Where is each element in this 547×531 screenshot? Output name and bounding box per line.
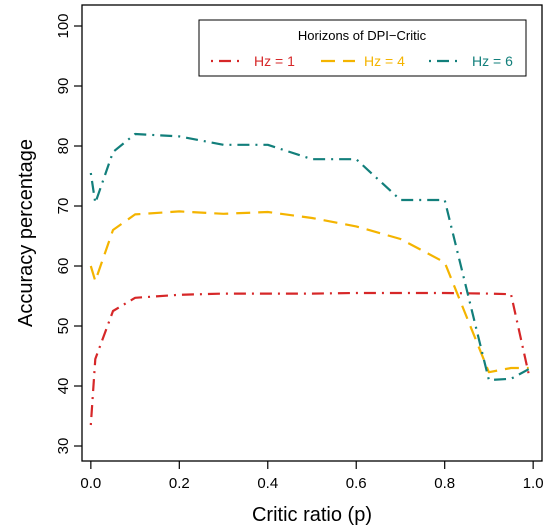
y-tick-label: 50 bbox=[55, 318, 72, 335]
y-tick-label: 40 bbox=[55, 378, 72, 395]
series-line-hz-6 bbox=[89, 132, 530, 382]
plot-frame bbox=[81, 4, 543, 462]
x-tick-label: 0.8 bbox=[434, 475, 455, 492]
y-tick-label: 70 bbox=[55, 198, 72, 215]
legend-label: Hz = 6 bbox=[472, 53, 513, 69]
y-axis-title: Accuracy percentage bbox=[15, 139, 37, 327]
x-axis: 0.0 0.2 0.4 0.6 0.8 1.0 bbox=[80, 461, 544, 492]
y-tick-label: 60 bbox=[55, 258, 72, 275]
y-axis: 30 40 50 60 70 80 90 100 bbox=[55, 13, 82, 454]
legend-items: Hz = 1 Hz = 4 Hz = 6 bbox=[211, 53, 513, 69]
x-tick-label: 0.0 bbox=[80, 475, 101, 492]
y-tick-label: 100 bbox=[55, 13, 72, 38]
data-lines bbox=[89, 132, 530, 426]
series-line-hz-1 bbox=[89, 291, 530, 426]
y-tick-label: 80 bbox=[55, 138, 72, 155]
x-tick-label: 0.4 bbox=[257, 475, 278, 492]
legend-title: Horizons of DPI−Critic bbox=[298, 28, 427, 43]
legend-label: Hz = 4 bbox=[364, 53, 405, 69]
legend-label: Hz = 1 bbox=[254, 53, 295, 69]
y-tick-label: 30 bbox=[55, 438, 72, 455]
x-tick-label: 0.6 bbox=[346, 475, 367, 492]
x-tick-label: 0.2 bbox=[169, 475, 190, 492]
series-line-hz-4 bbox=[89, 210, 529, 374]
y-tick-label: 90 bbox=[55, 78, 72, 95]
legend: Horizons of DPI−Critic Hz = 1 Hz = 4 Hz = … bbox=[198, 19, 527, 77]
x-tick-label: 1.0 bbox=[523, 475, 544, 492]
x-axis-title: Critic ratio (p) bbox=[252, 504, 372, 526]
legend-box bbox=[198, 19, 527, 77]
